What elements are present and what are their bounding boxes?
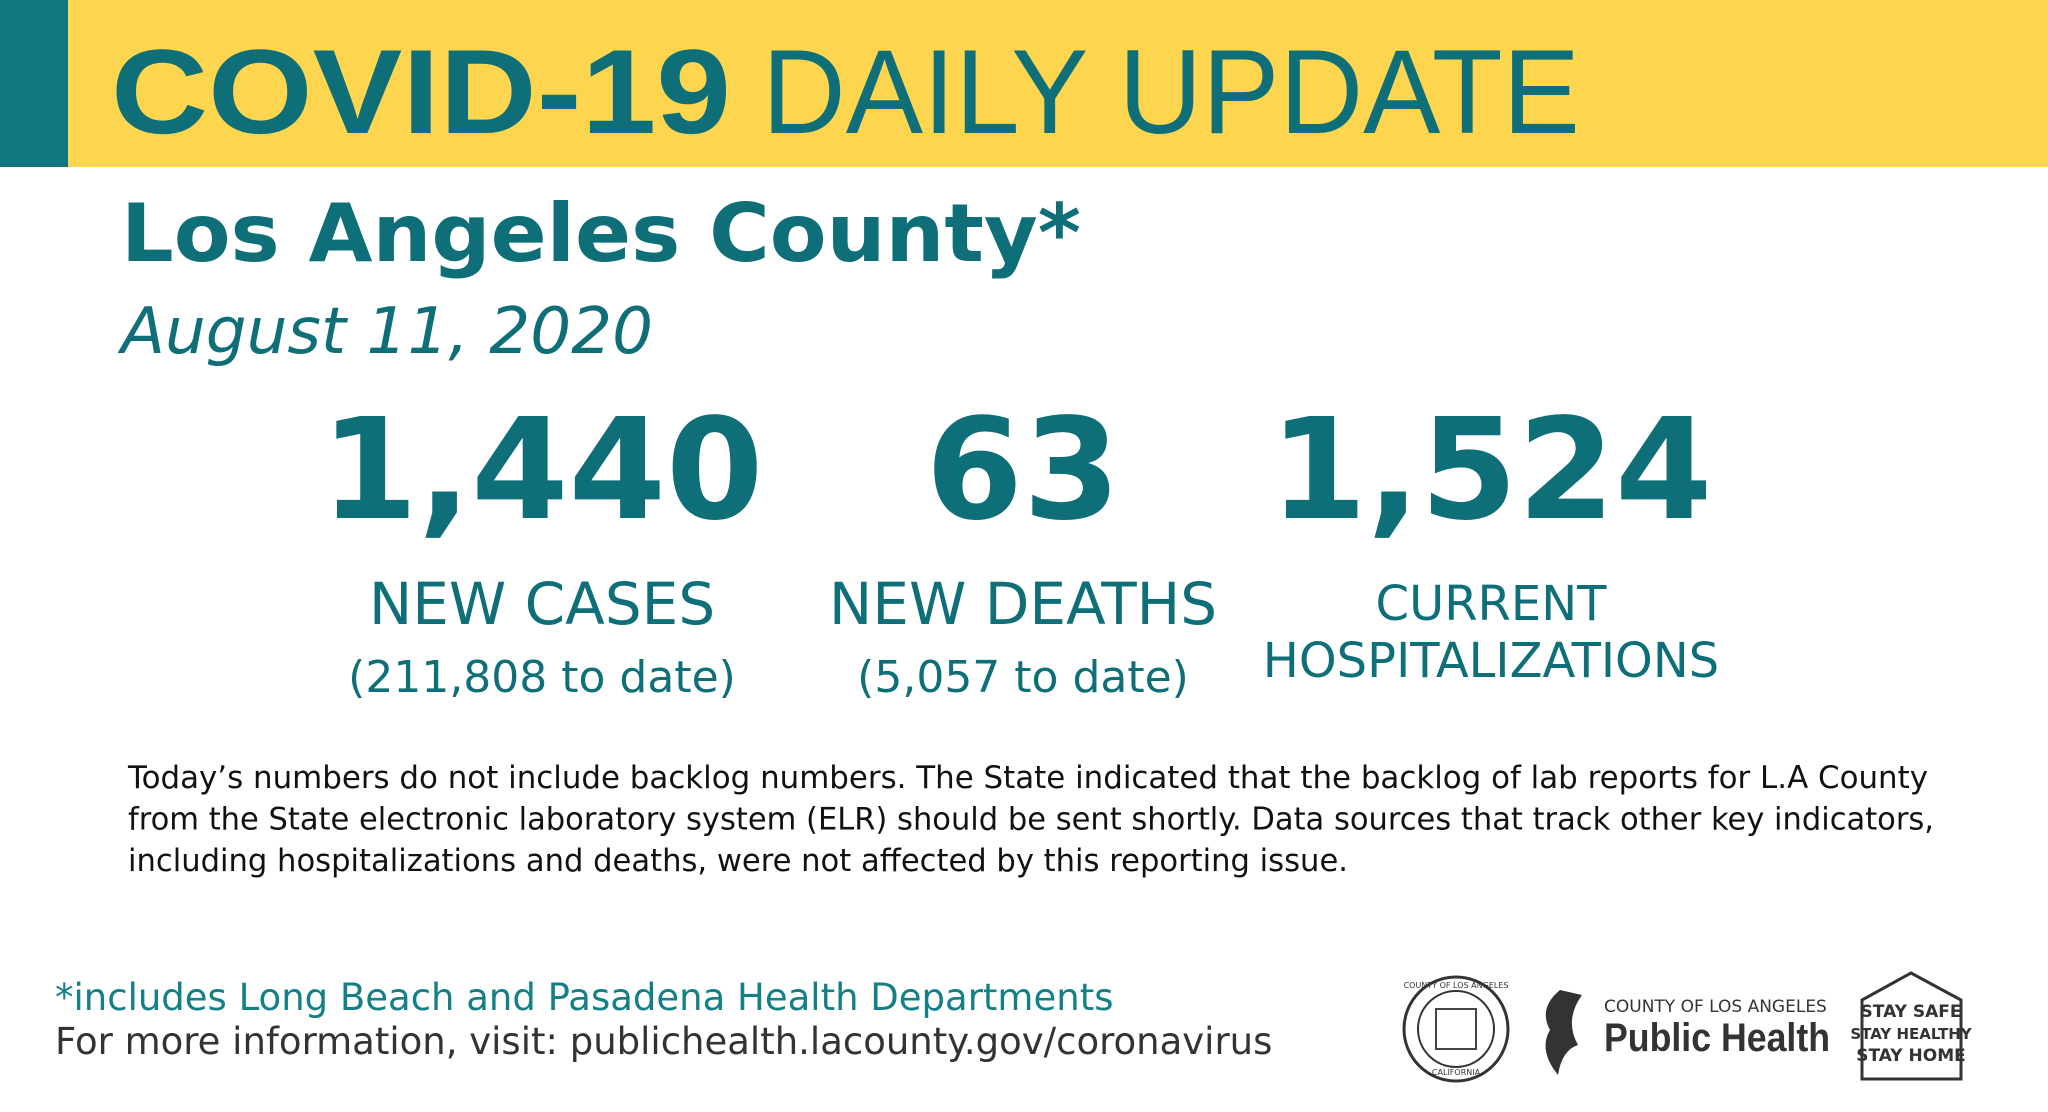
seal-ring xyxy=(1402,975,1510,1083)
header-accent xyxy=(0,0,68,167)
stat-label: HOSPITALIZATIONS xyxy=(1263,633,1719,689)
public-health-logo: COUNTY OF LOS ANGELES Public Health xyxy=(1545,990,1830,1075)
stat-value: 1,524 xyxy=(1270,389,1713,552)
notice: Today’s numbers do not include backlog n… xyxy=(127,760,1934,879)
seal-top: COUNTY OF LOS ANGELES xyxy=(1404,981,1509,990)
seal-inner xyxy=(1417,990,1495,1068)
subtitle: Los Angeles County* xyxy=(121,187,1081,280)
stat-note: (5,057 to date) xyxy=(857,652,1189,703)
ph-small: COUNTY OF LOS ANGELES xyxy=(1604,997,1827,1017)
stay-2: STAY HEALTHY xyxy=(1850,1025,1972,1043)
stay-3: STAY HOME xyxy=(1856,1046,1966,1066)
ph-big: Public Health xyxy=(1604,1016,1830,1060)
county-seal: COUNTY OF LOS ANGELES CALIFORNIA xyxy=(1402,975,1510,1083)
date: August 11, 2020 xyxy=(117,295,653,369)
ph-icon xyxy=(1545,990,1582,1075)
stay-1: STAY SAFE xyxy=(1861,1002,1962,1022)
stat-label: NEW DEATHS xyxy=(829,570,1217,638)
notice-line: Today’s numbers do not include backlog n… xyxy=(127,760,1928,796)
seal-shield xyxy=(1435,1008,1477,1050)
header-band xyxy=(0,0,2048,167)
more-info: For more information, visit: publichealt… xyxy=(55,1020,1272,1063)
title: DAILY UPDATE xyxy=(762,25,1580,159)
notice-line: from the State electronic laboratory sys… xyxy=(128,802,1934,838)
stat-value: 1,440 xyxy=(321,389,764,552)
title-bold: COVID-19 xyxy=(111,25,731,159)
seal-bottom: CALIFORNIA xyxy=(1432,1068,1481,1077)
stat-label: NEW CASES xyxy=(369,570,715,638)
stay-logo: STAY SAFE STAY HEALTHY STAY HOME xyxy=(1850,971,1973,1081)
footnote: *includes Long Beach and Pasadena Health… xyxy=(55,976,1113,1019)
stats: 1,440 NEW CASES (211,808 to date) 63 NEW DEA… xyxy=(321,389,1720,703)
stat-label: CURRENT xyxy=(1376,576,1608,632)
stat-value: 63 xyxy=(926,389,1121,552)
notice-line: including hospitalizations and deaths, w… xyxy=(128,843,1348,879)
stat-note: (211,808 to date) xyxy=(348,652,736,703)
house xyxy=(1860,971,1963,1081)
